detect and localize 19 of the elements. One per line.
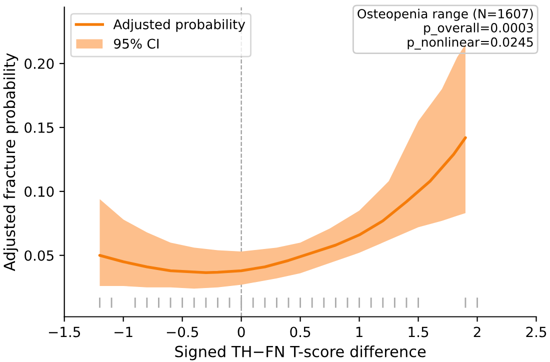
legend-label: 95% CI bbox=[114, 38, 158, 49]
x-tick-label: 1.5 bbox=[408, 326, 428, 338]
x-axis-title: Signed TH−FN T-score difference bbox=[175, 345, 426, 360]
x-tick-label: −1.5 bbox=[48, 326, 80, 338]
x-tick-label: 1 bbox=[356, 326, 362, 338]
x-tick-label: −0.5 bbox=[166, 326, 198, 338]
y-tick-label: 0.10 bbox=[24, 186, 54, 197]
x-tick-label: 2 bbox=[474, 326, 480, 338]
legend-label: Adjusted probability bbox=[113, 19, 246, 32]
y-axis-title: Adjusted fracture probability bbox=[3, 53, 18, 272]
y-tick-label: 0.20 bbox=[24, 58, 54, 69]
x-tick-label: 0 bbox=[238, 326, 245, 338]
x-tick-label: 0.5 bbox=[290, 326, 310, 338]
line-series bbox=[98, 136, 467, 274]
y-tick-label: 0.15 bbox=[24, 122, 54, 133]
x-tick-label: 2.5 bbox=[526, 326, 546, 338]
y-tick-label: 0.05 bbox=[24, 250, 54, 261]
annotation: Osteopenia range (N=1607) p_overall=0.0003 p_nonlinear=0.0245 bbox=[358, 8, 533, 50]
x-tick-label: −1 bbox=[114, 326, 132, 338]
